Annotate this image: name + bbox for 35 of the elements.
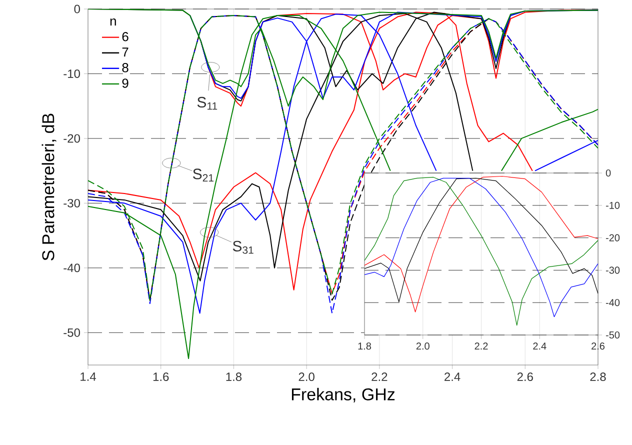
- y-tick-label: -10: [64, 69, 80, 78]
- legend-title: n: [110, 18, 116, 26]
- x-tick-label: 2.0: [416, 342, 430, 350]
- y-tick-label: -50: [606, 331, 620, 339]
- annotation: S$_{11}$: [197, 96, 218, 110]
- x-tick-label: 1.8: [226, 372, 242, 382]
- y-tick-label: -50: [64, 328, 80, 337]
- annotation: S$_{31}$: [232, 240, 254, 254]
- y-tick-label: -30: [64, 198, 80, 208]
- legend-label: 7: [122, 48, 128, 57]
- y-tick-label: -40: [606, 299, 620, 306]
- y-tick-label: -40: [64, 264, 80, 272]
- x-tick-label: 2.6: [592, 342, 605, 350]
- x-tick-label: 2.4: [444, 372, 460, 381]
- legend-label: 6: [122, 32, 128, 42]
- legend-label: 8: [122, 63, 128, 72]
- legend-label: 9: [122, 78, 128, 88]
- x-tick-label: 2.6: [517, 372, 533, 382]
- x-tick-label: 1.8: [358, 342, 372, 350]
- y-tick-label: -20: [64, 134, 80, 143]
- y-axis-title: S Parametreleri, dB: [42, 114, 56, 260]
- x-tick-label: 1.4: [80, 372, 96, 381]
- x-tick-label: 1.6: [153, 372, 169, 382]
- y-tick-label: -10: [606, 202, 620, 209]
- y-tick-label: 0: [74, 4, 80, 14]
- x-tick-label: 2.2: [474, 342, 488, 350]
- x-tick-label: 2.0: [298, 372, 314, 382]
- x-tick-label: 2.4: [533, 342, 546, 350]
- y-tick-label: -20: [606, 234, 620, 242]
- y-tick-label: 0: [606, 169, 611, 177]
- x-tick-label: 2.8: [590, 372, 606, 382]
- y-tick-label: -30: [606, 266, 620, 274]
- annotation: S$_{21}$: [193, 168, 214, 182]
- x-axis-title: Frekans, GHz: [292, 388, 395, 402]
- x-tick-label: 2.2: [372, 372, 388, 381]
